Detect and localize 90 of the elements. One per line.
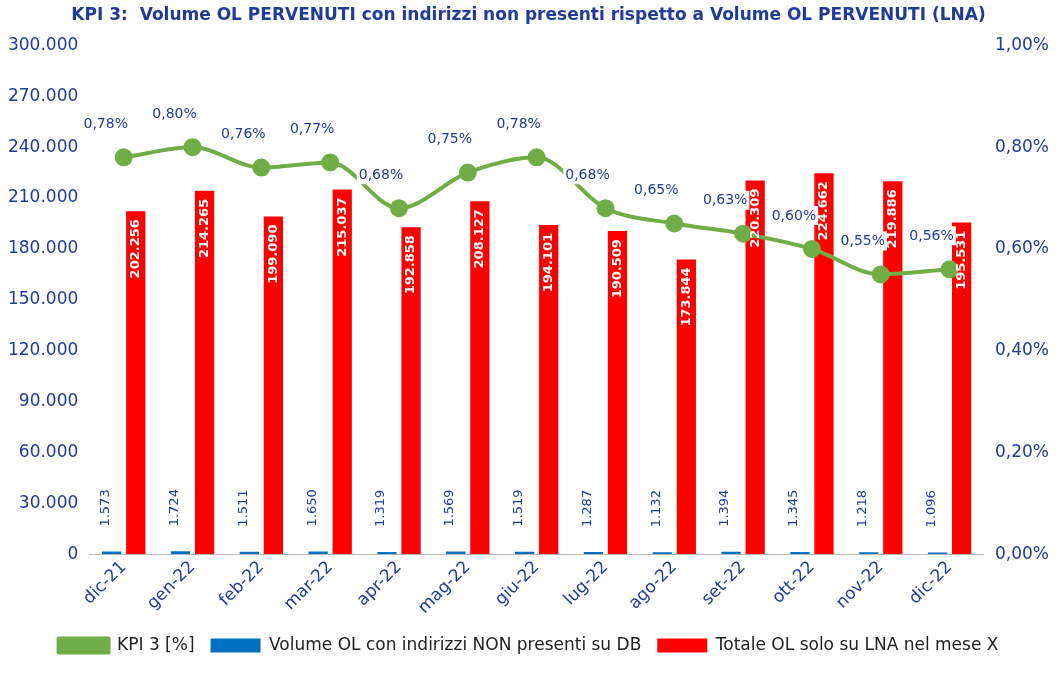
data-label: 0,75% <box>427 130 473 147</box>
data-label: 0,63% <box>702 191 748 208</box>
data-label: 1.519 <box>509 489 525 527</box>
data-label: 0,80% <box>152 104 197 121</box>
data-label: 1.650 <box>303 489 319 527</box>
bar <box>263 216 284 555</box>
bar <box>308 551 328 555</box>
y2-tick-label: 0,00% <box>995 542 1050 563</box>
bar <box>377 552 397 555</box>
data-label: 0,55% <box>840 232 885 249</box>
data-label: 0,78% <box>496 114 541 131</box>
point <box>321 153 340 172</box>
bar <box>814 173 834 555</box>
y-tick-label: 120.000 <box>7 339 79 360</box>
data-label: 0,77% <box>289 120 335 137</box>
bar <box>745 180 765 555</box>
y-tick-label: 270.000 <box>7 84 79 105</box>
point <box>390 199 408 218</box>
legend-label: Totale OL solo su LNA nel mese X <box>714 633 999 654</box>
data-label: 0,68% <box>565 165 610 182</box>
data-label: 0,78% <box>83 114 128 131</box>
data-label: 0,56% <box>909 226 954 243</box>
data-label: 1.394 <box>716 489 732 527</box>
point <box>596 199 615 218</box>
data-label: 208.127 <box>471 209 487 269</box>
data-label: 1.319 <box>372 489 388 527</box>
bar <box>470 201 490 555</box>
point <box>458 163 477 182</box>
data-label: 220.309 <box>746 188 762 248</box>
bar <box>332 189 352 555</box>
data-label: 195.531 <box>953 230 968 290</box>
y2-tick-label: 0,20% <box>995 440 1050 461</box>
data-label: 1.573 <box>97 489 113 527</box>
data-label: 194.101 <box>540 233 556 293</box>
data-label: 192.858 <box>402 235 418 295</box>
data-label: 1.096 <box>922 490 938 528</box>
data-label: 1.132 <box>647 490 663 528</box>
bar <box>859 552 879 555</box>
point <box>665 214 684 233</box>
bar <box>401 227 421 555</box>
data-label: 1.724 <box>165 489 181 527</box>
bar <box>539 225 559 555</box>
y-tick-label: 90.000 <box>18 390 79 411</box>
point <box>527 148 546 167</box>
bar <box>126 211 146 555</box>
data-label: 1.287 <box>578 489 594 528</box>
point <box>871 265 890 284</box>
y-tick-label: 210.000 <box>7 186 79 207</box>
data-label: 214.265 <box>195 198 211 259</box>
data-label: 224.662 <box>815 181 831 241</box>
data-label: 1.511 <box>234 489 250 527</box>
bar <box>607 231 628 555</box>
data-label: 0,60% <box>771 206 817 223</box>
chart-title: KPI 3: Volume OL PERVENUTI con indirizzi non presenti rispetto a Volume OL PERVENUTI (LNA) <box>71 3 986 24</box>
data-label: 173.844 <box>677 267 693 327</box>
data-label: 0,76% <box>221 125 266 142</box>
bar <box>583 552 604 555</box>
data-label: 202.256 <box>127 219 143 279</box>
y2-tick-label: 0,40% <box>995 339 1050 360</box>
data-label: 215.037 <box>333 197 349 257</box>
y2-tick-label: 0,60% <box>995 237 1050 258</box>
y2-tick-label: 0,80% <box>995 135 1050 156</box>
y-tick-label: 60.000 <box>18 440 79 461</box>
y-tick-label: 180.000 <box>7 237 79 258</box>
legend-label: KPI 3 [%] <box>117 633 195 654</box>
bar <box>676 259 696 555</box>
y-tick-label: 30.000 <box>18 491 79 512</box>
data-label: 219.886 <box>884 189 900 249</box>
y-tick-label: 0 <box>67 542 79 563</box>
data-label: 1.345 <box>785 489 801 527</box>
bar <box>194 190 215 555</box>
legend-label: Volume OL con indirizzi NON presenti su DB <box>269 633 642 654</box>
bar <box>951 222 972 555</box>
data-label: 0,68% <box>358 165 404 182</box>
point <box>252 158 271 177</box>
y-tick-label: 150.000 <box>7 288 79 309</box>
data-label: 199.090 <box>264 224 280 284</box>
y2-tick-label: 1,00% <box>995 33 1050 54</box>
y-tick-label: 240.000 <box>7 135 79 156</box>
bar <box>883 181 903 555</box>
data-label: 1.569 <box>441 489 457 527</box>
data-label: 1.218 <box>854 489 870 528</box>
point <box>183 138 202 157</box>
bar <box>790 551 810 555</box>
bar <box>170 551 191 555</box>
point <box>114 148 133 167</box>
data-label: 190.509 <box>608 239 624 299</box>
point <box>802 239 821 258</box>
data-label: 0,65% <box>634 181 679 198</box>
y-tick-label: 300.000 <box>7 33 79 54</box>
